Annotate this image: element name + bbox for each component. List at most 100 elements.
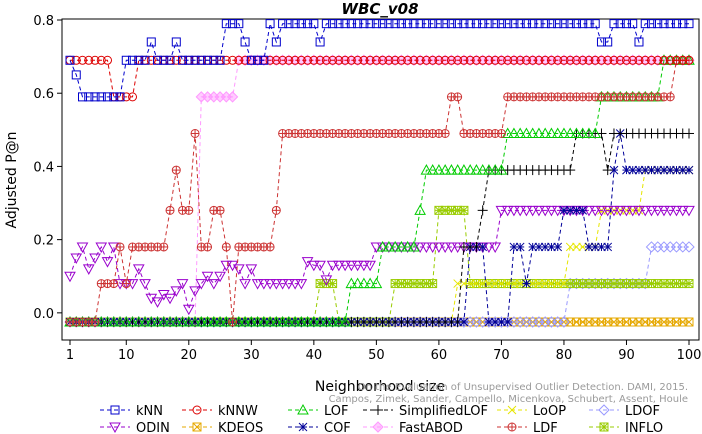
data-point <box>515 242 525 252</box>
data-point <box>84 92 94 102</box>
x-tick-label: 1 <box>66 348 74 363</box>
y-tick-label: 0.0 <box>33 307 54 322</box>
data-point <box>315 37 325 47</box>
data-point <box>359 19 369 29</box>
data-point <box>195 279 208 290</box>
data-point <box>271 205 281 215</box>
data-point <box>295 315 308 327</box>
data-point <box>139 315 151 327</box>
data-point <box>146 55 156 65</box>
data-point <box>634 55 644 65</box>
data-point <box>684 317 694 327</box>
data-point <box>353 19 363 29</box>
data-point <box>628 165 638 175</box>
data-point <box>239 279 251 290</box>
legend-label: INFLO <box>625 421 663 434</box>
data-point <box>182 304 195 316</box>
data-point <box>121 279 131 289</box>
data-point <box>333 315 345 327</box>
data-point <box>251 279 264 290</box>
data-point <box>433 242 445 253</box>
legend-marker <box>110 405 120 415</box>
data-point <box>64 271 76 283</box>
data-point <box>290 55 300 65</box>
legend-entry-odin: ODIN <box>100 421 170 434</box>
data-point <box>628 55 638 65</box>
data-point <box>565 19 575 29</box>
data-point <box>189 315 201 327</box>
data-point <box>364 260 376 272</box>
data-point <box>265 19 275 29</box>
data-point <box>339 315 351 327</box>
data-point <box>276 315 289 327</box>
data-point <box>476 164 489 175</box>
data-point <box>96 55 106 65</box>
series-odin <box>64 205 695 316</box>
y-axis-label: Adjusted P@n <box>4 131 20 228</box>
data-point <box>578 242 588 252</box>
series-line <box>70 59 689 98</box>
data-point <box>553 279 563 288</box>
data-point <box>78 92 88 102</box>
data-point <box>471 241 482 252</box>
data-point <box>334 19 344 29</box>
data-point <box>602 165 613 176</box>
data-point <box>328 19 338 29</box>
data-point <box>115 92 125 102</box>
y-tick-label: 0.8 <box>33 14 54 29</box>
data-point <box>189 286 201 297</box>
data-point <box>559 279 569 288</box>
data-point <box>101 315 114 327</box>
data-point <box>301 315 314 327</box>
data-point <box>257 279 270 290</box>
data-point <box>608 205 620 217</box>
data-point <box>282 279 295 290</box>
data-point <box>257 315 270 327</box>
data-point <box>409 19 419 29</box>
data-point <box>646 19 656 29</box>
legend-label: LoOP <box>533 404 566 419</box>
data-point <box>351 277 364 289</box>
data-point <box>540 55 550 65</box>
data-point <box>209 55 219 65</box>
x-tick-label: 60 <box>431 348 448 363</box>
data-point <box>253 55 263 65</box>
data-point <box>214 271 226 283</box>
legend-marker <box>109 422 121 434</box>
data-point <box>620 205 633 217</box>
data-point <box>603 242 613 252</box>
legend-label: LOF <box>324 404 349 419</box>
data-point <box>170 286 183 297</box>
data-point <box>509 55 519 65</box>
legend-entry-knnw: kNNW <box>182 404 258 419</box>
data-point <box>176 315 189 327</box>
data-point <box>453 92 463 102</box>
data-point <box>408 240 420 252</box>
data-point <box>159 242 169 252</box>
data-point <box>534 279 544 288</box>
data-point <box>109 92 119 102</box>
data-point <box>559 55 569 65</box>
data-point <box>434 55 444 65</box>
data-point <box>164 315 176 327</box>
data-point <box>489 242 502 253</box>
legend-marker <box>373 405 383 415</box>
data-point <box>70 253 83 264</box>
data-point <box>128 55 138 65</box>
data-point <box>684 128 694 139</box>
data-point <box>145 315 158 327</box>
data-point <box>409 55 419 65</box>
data-point <box>440 128 450 138</box>
data-point <box>157 315 170 327</box>
data-point <box>82 264 95 275</box>
data-point <box>471 19 481 29</box>
data-point <box>540 279 550 288</box>
data-point <box>384 19 394 29</box>
legend-marker <box>598 404 610 416</box>
data-point <box>428 279 438 289</box>
data-point <box>478 279 488 288</box>
data-point <box>396 19 406 29</box>
data-point <box>539 127 552 138</box>
data-point <box>564 127 577 138</box>
